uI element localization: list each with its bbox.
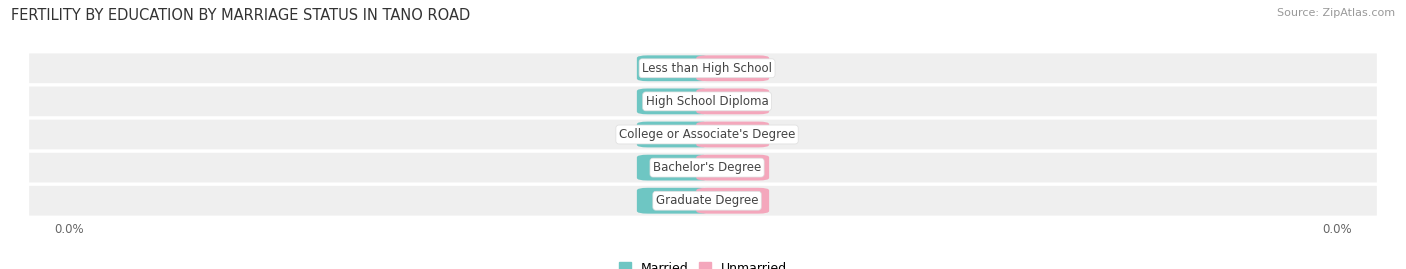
Text: 0.0%: 0.0% <box>718 196 747 206</box>
FancyBboxPatch shape <box>28 152 1378 183</box>
Text: College or Associate's Degree: College or Associate's Degree <box>619 128 796 141</box>
FancyBboxPatch shape <box>28 52 1378 84</box>
FancyBboxPatch shape <box>696 155 769 180</box>
Text: 0.0%: 0.0% <box>659 162 688 173</box>
Text: 0.0%: 0.0% <box>659 196 688 206</box>
FancyBboxPatch shape <box>696 89 769 114</box>
Text: FERTILITY BY EDUCATION BY MARRIAGE STATUS IN TANO ROAD: FERTILITY BY EDUCATION BY MARRIAGE STATU… <box>11 8 471 23</box>
FancyBboxPatch shape <box>637 122 710 147</box>
Text: 0.0%: 0.0% <box>659 96 688 107</box>
FancyBboxPatch shape <box>637 55 710 81</box>
FancyBboxPatch shape <box>637 89 710 114</box>
Text: Bachelor's Degree: Bachelor's Degree <box>652 161 761 174</box>
FancyBboxPatch shape <box>28 119 1378 150</box>
Text: Less than High School: Less than High School <box>643 62 772 75</box>
FancyBboxPatch shape <box>637 155 710 180</box>
FancyBboxPatch shape <box>637 188 710 214</box>
Text: 0.0%: 0.0% <box>659 129 688 140</box>
FancyBboxPatch shape <box>28 185 1378 217</box>
FancyBboxPatch shape <box>696 188 769 214</box>
FancyBboxPatch shape <box>28 86 1378 117</box>
Text: High School Diploma: High School Diploma <box>645 95 769 108</box>
Text: 0.0%: 0.0% <box>659 63 688 73</box>
FancyBboxPatch shape <box>696 122 769 147</box>
FancyBboxPatch shape <box>696 55 769 81</box>
Text: 0.0%: 0.0% <box>718 162 747 173</box>
Text: 0.0%: 0.0% <box>718 63 747 73</box>
Legend: Married, Unmarried: Married, Unmarried <box>613 257 793 269</box>
Text: Source: ZipAtlas.com: Source: ZipAtlas.com <box>1277 8 1395 18</box>
Text: 0.0%: 0.0% <box>718 96 747 107</box>
Text: 0.0%: 0.0% <box>718 129 747 140</box>
Text: Graduate Degree: Graduate Degree <box>655 194 758 207</box>
